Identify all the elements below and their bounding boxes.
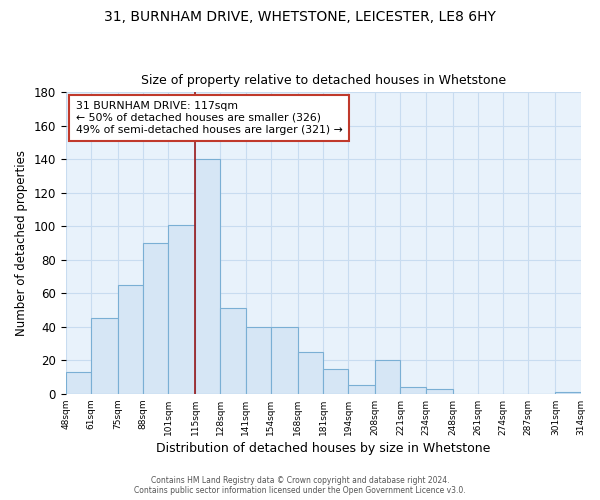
- Bar: [143, 243, 168, 394]
- Bar: [271, 327, 298, 394]
- Title: Size of property relative to detached houses in Whetstone: Size of property relative to detached ho…: [140, 74, 506, 87]
- Bar: [376, 360, 400, 394]
- Bar: [118, 285, 143, 394]
- Bar: [556, 392, 581, 394]
- Text: 31, BURNHAM DRIVE, WHETSTONE, LEICESTER, LE8 6HY: 31, BURNHAM DRIVE, WHETSTONE, LEICESTER,…: [104, 10, 496, 24]
- Bar: [196, 160, 220, 394]
- Text: Contains HM Land Registry data © Crown copyright and database right 2024.
Contai: Contains HM Land Registry data © Crown c…: [134, 476, 466, 495]
- Y-axis label: Number of detached properties: Number of detached properties: [15, 150, 28, 336]
- Bar: [65, 372, 91, 394]
- Bar: [400, 387, 425, 394]
- Bar: [348, 386, 376, 394]
- Bar: [323, 368, 348, 394]
- Bar: [168, 224, 196, 394]
- Bar: [425, 389, 453, 394]
- Bar: [298, 352, 323, 394]
- Bar: [91, 318, 118, 394]
- Text: 31 BURNHAM DRIVE: 117sqm
← 50% of detached houses are smaller (326)
49% of semi-: 31 BURNHAM DRIVE: 117sqm ← 50% of detach…: [76, 102, 343, 134]
- Bar: [220, 308, 245, 394]
- X-axis label: Distribution of detached houses by size in Whetstone: Distribution of detached houses by size …: [156, 442, 490, 455]
- Bar: [245, 327, 271, 394]
